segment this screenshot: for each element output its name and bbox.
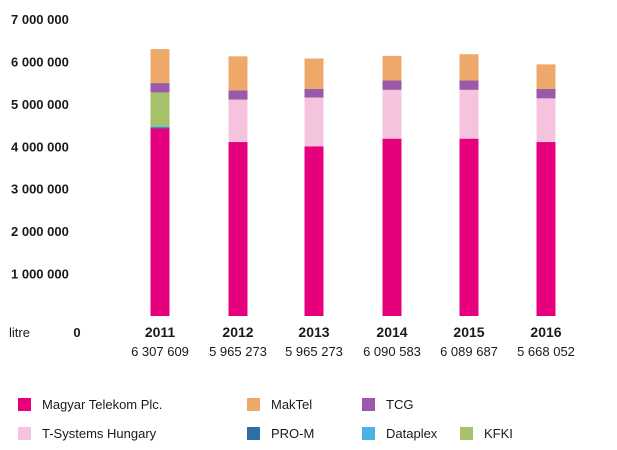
legend-label: KFKI [484, 426, 513, 441]
bar-segment-t-systems-hungary-2013 [304, 97, 324, 147]
x-category-label: 2014 [376, 324, 407, 340]
legend-item: T-Systems Hungary [18, 426, 156, 441]
x-total-label: 5 965 273 [209, 344, 267, 359]
bar-segment-tcg-2013 [304, 89, 324, 98]
x-category-label: 2015 [453, 324, 484, 340]
legend-label: TCG [386, 397, 414, 412]
bar-segment-magyar-telekom-plc--2012 [228, 142, 248, 316]
bar-segment-magyar-telekom-plc--2014 [382, 138, 402, 316]
bar-segment-t-systems-hungary-2014 [382, 89, 402, 139]
bar-segment-magyar-telekom-plc--2015 [459, 138, 479, 316]
legend-item: PRO-M [247, 426, 314, 441]
bar-segment-magyar-telekom-plc--2013 [304, 146, 324, 316]
bar-segment-tcg-2015 [459, 80, 479, 90]
legend-swatch [247, 398, 260, 411]
legend-item: MakTel [247, 397, 312, 412]
y-tick-label: 5 000 000 [11, 97, 69, 112]
bar-segment-maktel-2015 [459, 54, 479, 81]
bar-segment-pro-m-2011 [150, 127, 170, 129]
legend-label: Dataplex [386, 426, 438, 441]
x-total-label: 6 090 583 [363, 344, 421, 359]
bar-segment-magyar-telekom-plc--2011 [150, 128, 170, 316]
bar-segment-maktel-2011 [150, 49, 170, 84]
legend-swatch [362, 398, 375, 411]
x-total-label: 6 089 687 [440, 344, 498, 359]
y-tick-label: 4 000 000 [11, 139, 69, 154]
legend-item: KFKI [460, 426, 513, 441]
legend-label: Magyar Telekom Plc. [42, 397, 163, 412]
bar-segment-tcg-2011 [150, 83, 170, 93]
bar-segment-maktel-2016 [536, 64, 556, 90]
y-tick-label: 3 000 000 [11, 182, 69, 197]
stacked-bar-chart: 0 1 000 000 2 000 000 3 000 000 4 000 000 5 0… [9, 12, 575, 359]
x-total-label: 5 965 273 [285, 344, 343, 359]
legend-swatch [247, 427, 260, 440]
y-tick-label: 2 000 000 [11, 224, 69, 239]
legend-label: T-Systems Hungary [42, 426, 157, 441]
y-tick-label: 1 000 000 [11, 267, 69, 282]
legend-swatch [460, 427, 473, 440]
bar-segment-maktel-2014 [382, 55, 402, 81]
bar-segment-tcg-2016 [536, 89, 556, 99]
x-category-label: 2016 [530, 324, 561, 340]
x-category-label: 2011 [145, 324, 176, 340]
legend-swatch [18, 398, 31, 411]
bars [150, 49, 556, 316]
x-total-label: 6 307 609 [131, 344, 189, 359]
x-category-label: 2012 [222, 324, 253, 340]
y-axis-ticks: 0 1 000 000 2 000 000 3 000 000 4 000 000 5 0… [11, 12, 81, 340]
x-total-label: 5 668 052 [517, 344, 575, 359]
y-tick-label: 0 [73, 325, 80, 340]
y-tick-label: 7 000 000 [11, 12, 69, 27]
unit-label: litre [9, 325, 30, 340]
bar-segment-kfki-2011 [150, 92, 170, 127]
y-tick-label: 6 000 000 [11, 54, 69, 69]
bar-segment-dataplex-2011 [150, 126, 170, 128]
legend-swatch [362, 427, 375, 440]
bar-segment-t-systems-hungary-2016 [536, 98, 556, 143]
x-axis-labels: 2011 6 307 609 2012 5 965 273 2013 5 965 273 2… [131, 324, 575, 359]
legend-label: MakTel [271, 397, 313, 412]
x-category-label: 2013 [298, 324, 329, 340]
bar-segment-tcg-2014 [382, 80, 402, 90]
bar-segment-t-systems-hungary-2012 [228, 99, 248, 143]
bar-segment-maktel-2012 [228, 56, 248, 91]
legend-swatch [18, 427, 31, 440]
bar-segment-maktel-2013 [304, 58, 324, 90]
legend-item: Magyar Telekom Plc. [18, 397, 162, 412]
bar-segment-magyar-telekom-plc--2016 [536, 142, 556, 316]
bar-segment-t-systems-hungary-2015 [459, 89, 479, 139]
legend-item: Dataplex [362, 426, 437, 441]
bar-segment-tcg-2012 [228, 90, 248, 100]
legend-label: PRO-M [271, 426, 315, 441]
legend-item: TCG [362, 397, 413, 412]
